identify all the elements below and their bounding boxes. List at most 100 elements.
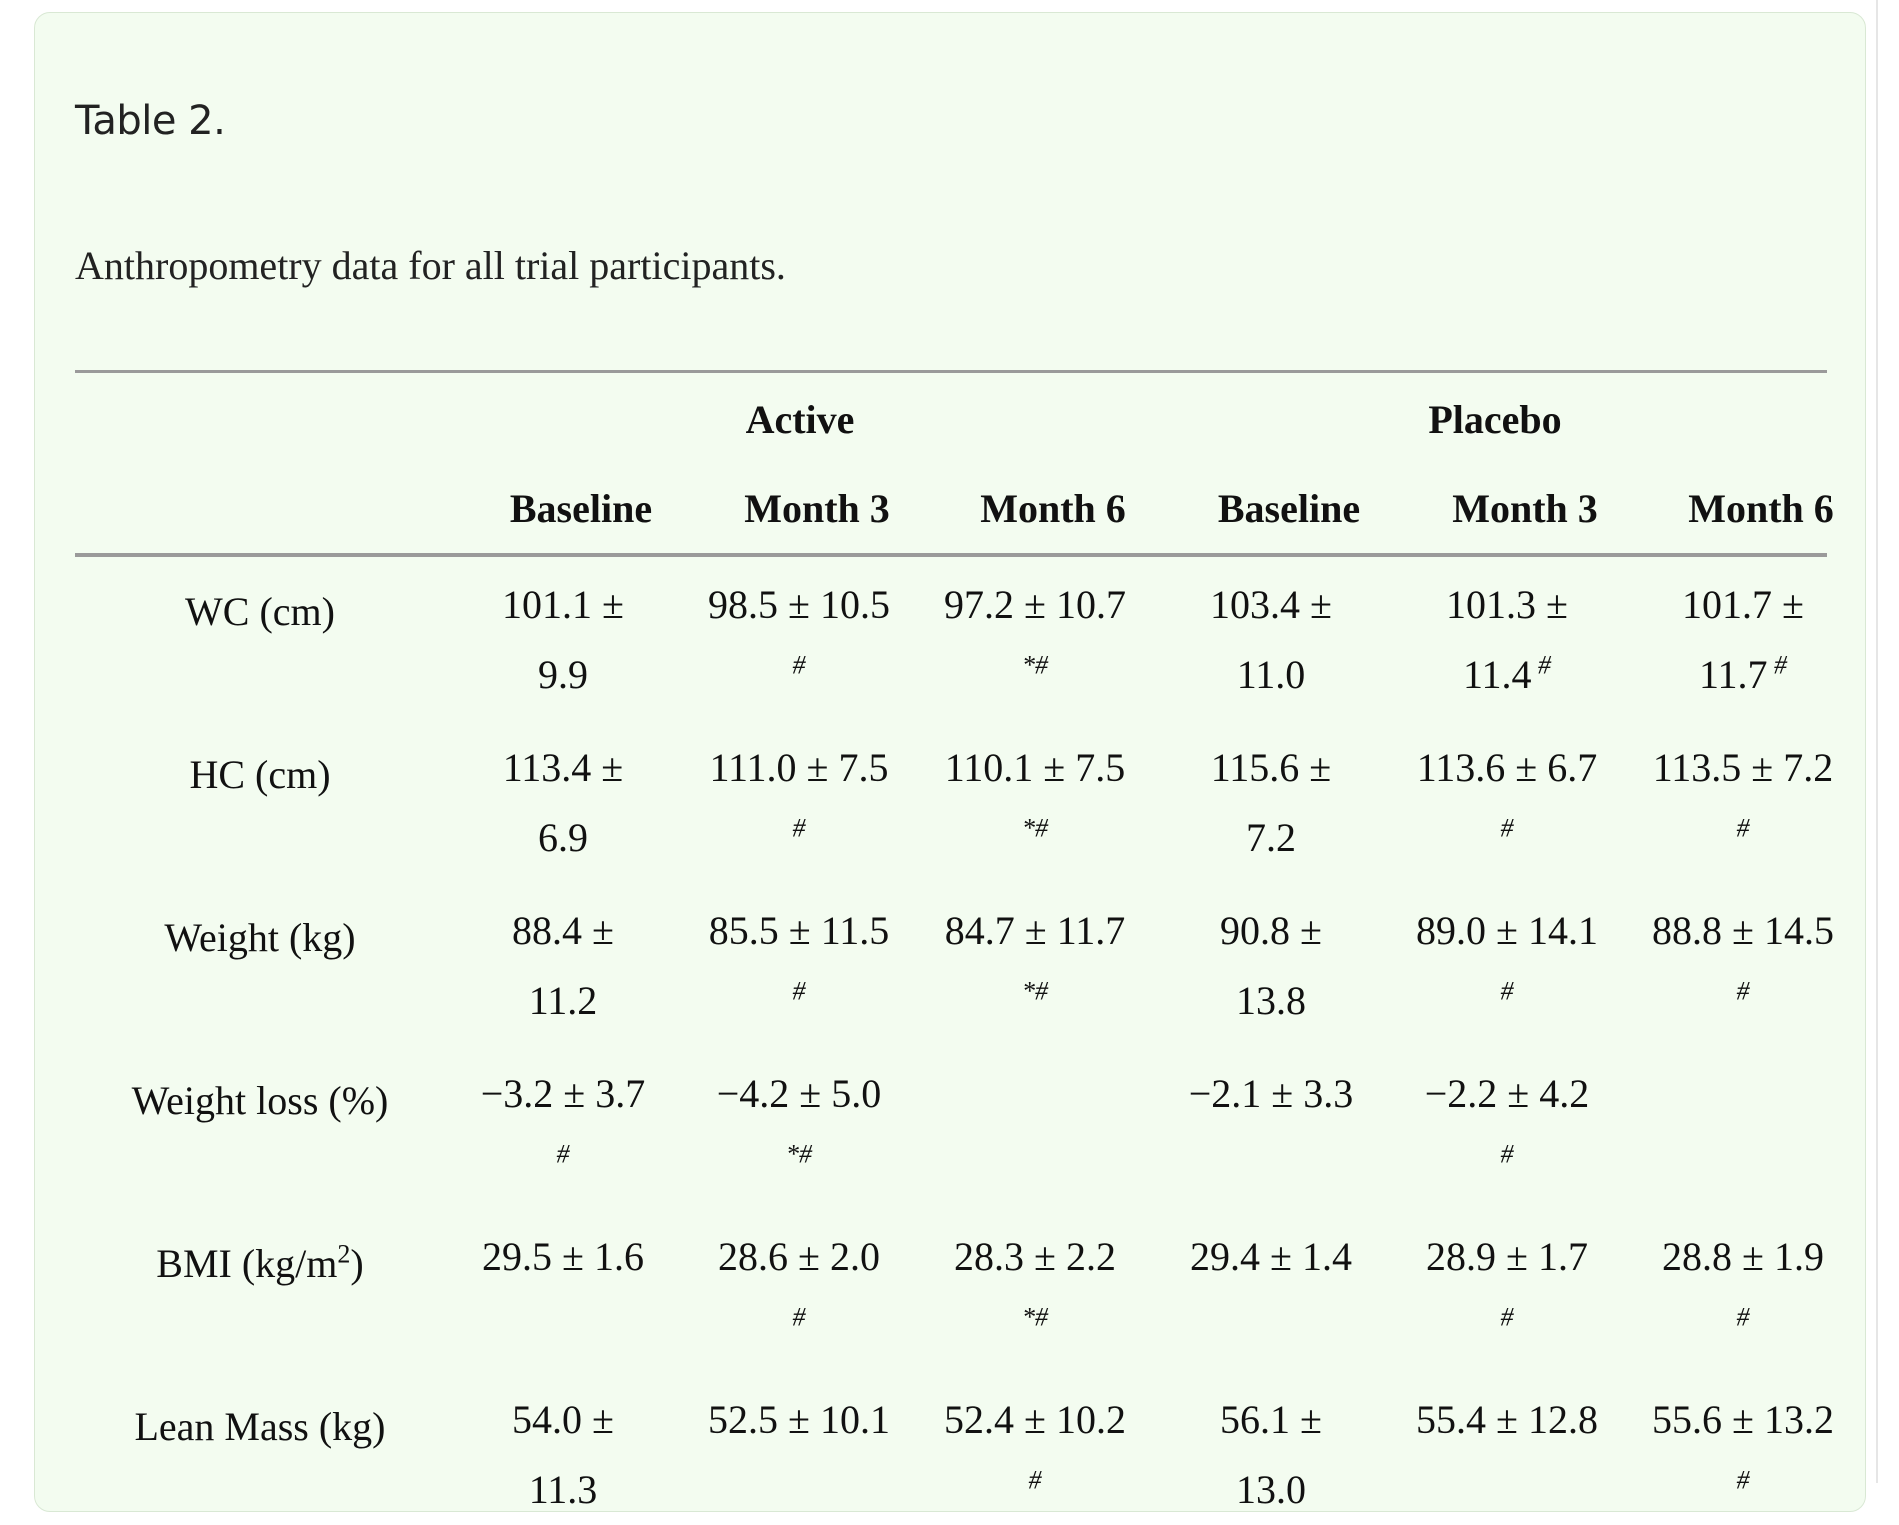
row-label: Weight (kg) xyxy=(164,915,356,960)
significance-marker: # xyxy=(792,976,806,1006)
table-cell: 85.5 ± 11.5 # xyxy=(681,896,917,1036)
cell-value-continued: # xyxy=(1625,966,1861,1036)
cell-value: 56.1 ± xyxy=(1220,1397,1322,1442)
column-header: Month 6 xyxy=(980,486,1126,531)
cell-value-continued: 11.2 xyxy=(445,966,681,1036)
table-cell: 103.4 ± 11.0 xyxy=(1153,570,1389,710)
table-top-rule xyxy=(75,370,1827,373)
row-label: HC (cm) xyxy=(189,752,331,797)
row-label: Lean Mass (kg) xyxy=(134,1404,386,1449)
significance-marker: *# xyxy=(1022,1302,1048,1332)
table-cell: 113.4 ± 6.9 xyxy=(445,733,681,873)
cell-value-continued: 13.8 xyxy=(1153,966,1389,1036)
cell-value: 88.8 ± 14.5 xyxy=(1652,908,1834,953)
cell-value: 101.1 ± xyxy=(502,582,624,627)
significance-marker: # xyxy=(1736,1465,1750,1495)
table-cell: 52.4 ± 10.2 # xyxy=(917,1385,1153,1525)
table-cell: 55.4 ± 12.8 xyxy=(1389,1385,1625,1455)
cell-value: 52.4 ± 10.2 xyxy=(944,1397,1126,1442)
cell-value-continued: # xyxy=(1389,1292,1625,1362)
table-cell: 113.6 ± 6.7 # xyxy=(1389,733,1625,873)
significance-marker: # xyxy=(792,813,806,843)
row-label: Weight loss (%) xyxy=(131,1078,389,1123)
table-cell: 29.4 ± 1.4 xyxy=(1153,1222,1389,1292)
cell-value-continued: # xyxy=(681,803,917,873)
table-cell: 88.4 ± 11.2 xyxy=(445,896,681,1036)
cell-value-continued: *# xyxy=(917,640,1153,710)
table-cell: 54.0 ± 11.3 xyxy=(445,1385,681,1525)
table-cell: 110.1 ± 7.5 *# xyxy=(917,733,1153,873)
cell-value: 89.0 ± 14.1 xyxy=(1416,908,1598,953)
significance-marker: # xyxy=(1500,1139,1514,1169)
significance-marker: # xyxy=(1028,1465,1042,1495)
cell-value: −2.1 ± 3.3 xyxy=(1188,1071,1354,1116)
significance-marker: *# xyxy=(786,1139,812,1169)
significance-marker: *# xyxy=(1022,976,1048,1006)
cell-value-line2: 11.7 xyxy=(1698,652,1768,697)
cell-value: −3.2 ± 3.7 xyxy=(480,1071,646,1116)
significance-marker: # xyxy=(1500,976,1514,1006)
cell-value-continued: # xyxy=(445,1129,681,1199)
cell-value-continued: # xyxy=(1389,1129,1625,1199)
table-cell: 52.5 ± 10.1 xyxy=(681,1385,917,1455)
significance-marker: # xyxy=(556,1139,570,1169)
table-cell: 98.5 ± 10.5 # xyxy=(681,570,917,710)
column-header: Month 3 xyxy=(744,486,890,531)
cell-value: 85.5 ± 11.5 xyxy=(708,908,890,953)
cell-value-continued: # xyxy=(681,1292,917,1362)
table-caption: Table 2. xyxy=(75,98,226,144)
table-cell: 89.0 ± 14.1 # xyxy=(1389,896,1625,1036)
table-cell: 28.8 ± 1.9 # xyxy=(1625,1222,1861,1362)
cell-value: 28.6 ± 2.0 xyxy=(718,1234,880,1279)
row-label: WC (cm) xyxy=(185,589,335,634)
column-header: Baseline xyxy=(509,486,653,531)
significance-marker: *# xyxy=(1022,650,1048,680)
cell-value-line2: 11.3 xyxy=(528,1467,598,1512)
column-header: Baseline xyxy=(1217,486,1361,531)
cell-value: 28.8 ± 1.9 xyxy=(1662,1234,1824,1279)
table-container xyxy=(34,12,1866,1512)
cell-value: 97.2 ± 10.7 xyxy=(944,582,1126,627)
table-cell: 28.6 ± 2.0 # xyxy=(681,1222,917,1362)
significance-marker: *# xyxy=(1022,813,1048,843)
table-description: Anthropometry data for all trial partici… xyxy=(75,243,786,288)
significance-marker: # xyxy=(1736,976,1750,1006)
cell-value-continued: 11.0 xyxy=(1153,640,1389,710)
cell-value: 90.8 ± xyxy=(1220,908,1322,953)
table-cell: 101.7 ± 11.7 # xyxy=(1625,570,1861,710)
cell-value: 52.5 ± 10.1 xyxy=(708,1397,890,1442)
cell-value: 98.5 ± 10.5 xyxy=(708,582,890,627)
table-cell: 28.3 ± 2.2 *# xyxy=(917,1222,1153,1362)
group-header-placebo: Placebo xyxy=(1428,397,1562,442)
column-header: Month 3 xyxy=(1452,486,1598,531)
cell-value-line2: 13.0 xyxy=(1236,1467,1306,1512)
table-cell: 88.8 ± 14.5 # xyxy=(1625,896,1861,1036)
cell-value-continued: *# xyxy=(917,966,1153,1036)
cell-value: 101.7 ± xyxy=(1682,582,1804,627)
cell-value: 88.4 ± xyxy=(512,908,614,953)
cell-value-continued: 11.7 # xyxy=(1625,640,1861,710)
row-label: BMI (kg/m2) xyxy=(75,1240,445,1287)
cell-value-continued: # xyxy=(1625,803,1861,873)
significance-marker: # xyxy=(792,1302,806,1332)
cell-value: 113.4 ± xyxy=(502,745,624,790)
table-cell: −2.2 ± 4.2 # xyxy=(1389,1059,1625,1199)
table-cell: 97.2 ± 10.7 *# xyxy=(917,570,1153,710)
cell-value: 103.4 ± xyxy=(1210,582,1332,627)
cell-value-continued: # xyxy=(1389,803,1625,873)
cell-value-continued: *# xyxy=(917,1292,1153,1362)
cell-value: 111.0 ± 7.5 xyxy=(709,745,889,790)
cell-value-continued: # xyxy=(1625,1292,1861,1362)
significance-marker: # xyxy=(1736,1302,1750,1332)
cell-value: 29.5 ± 1.6 xyxy=(482,1234,644,1279)
table-cell: −2.1 ± 3.3 xyxy=(1153,1059,1389,1129)
row-label-text-end: ) xyxy=(350,1241,364,1286)
cell-value-continued: *# xyxy=(917,803,1153,873)
table-cell: 111.0 ± 7.5 # xyxy=(681,733,917,873)
table-cell: 101.1 ± 9.9 xyxy=(445,570,681,710)
cell-value-continued: 13.0 xyxy=(1153,1455,1389,1525)
row-label-text: BMI (kg/m xyxy=(156,1241,338,1286)
table-cell: 115.6 ± 7.2 xyxy=(1153,733,1389,873)
cell-value-line2: 11.0 xyxy=(1236,652,1306,697)
cell-value-continued: # xyxy=(681,966,917,1036)
